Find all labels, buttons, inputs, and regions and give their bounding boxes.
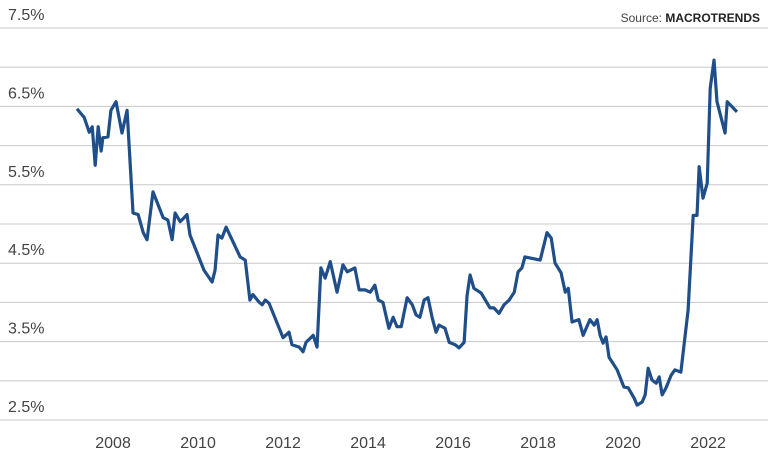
line	[75, 58, 739, 407]
y-tick-label: 4.5%	[8, 242, 44, 259]
y-tick-label: 3.5%	[8, 321, 44, 338]
x-tick-label: 2008	[95, 435, 131, 452]
x-tick-label: 2018	[520, 435, 556, 452]
y-tick-label: 7.5%	[8, 7, 44, 24]
y-tick-label: 6.5%	[8, 85, 44, 102]
source-prefix: Source:	[621, 11, 662, 25]
y-tick-label: 5.5%	[8, 164, 44, 181]
source-name: MACROTRENDS	[665, 11, 760, 25]
x-tick-label: 2022	[690, 435, 726, 452]
y-tick-label: 2.5%	[8, 399, 44, 416]
x-tick-label: 2012	[265, 435, 301, 452]
x-tick-label: 2020	[605, 435, 641, 452]
x-tick-label: 2014	[350, 435, 386, 452]
x-tick-label: 2016	[435, 435, 471, 452]
x-tick-label: 2010	[180, 435, 216, 452]
source: Source: MACROTRENDS	[621, 11, 760, 25]
